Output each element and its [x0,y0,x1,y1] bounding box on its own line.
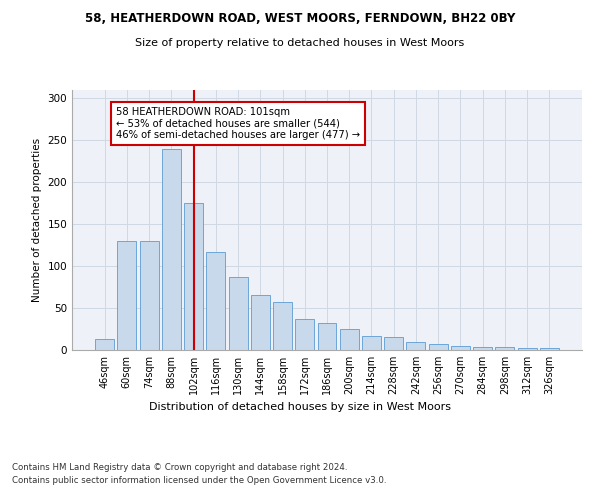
Bar [251,296,270,350]
Bar [229,277,248,350]
Bar [140,241,158,350]
Text: 58 HEATHERDOWN ROAD: 101sqm
← 53% of detached houses are smaller (544)
46% of se: 58 HEATHERDOWN ROAD: 101sqm ← 53% of det… [116,107,360,140]
Text: Distribution of detached houses by size in West Moors: Distribution of detached houses by size … [149,402,451,412]
Bar [540,348,559,350]
Text: Contains HM Land Registry data © Crown copyright and database right 2024.: Contains HM Land Registry data © Crown c… [12,462,347,471]
Bar [384,338,403,350]
Bar [184,203,203,350]
Bar [118,241,136,350]
Bar [429,344,448,350]
Bar [317,323,337,350]
Bar [273,302,292,350]
Bar [451,346,470,350]
Bar [473,346,492,350]
Bar [518,348,536,350]
Bar [406,342,425,350]
Text: Size of property relative to detached houses in West Moors: Size of property relative to detached ho… [136,38,464,48]
Y-axis label: Number of detached properties: Number of detached properties [32,138,42,302]
Bar [362,336,381,350]
Text: Contains public sector information licensed under the Open Government Licence v3: Contains public sector information licen… [12,476,386,485]
Text: 58, HEATHERDOWN ROAD, WEST MOORS, FERNDOWN, BH22 0BY: 58, HEATHERDOWN ROAD, WEST MOORS, FERNDO… [85,12,515,26]
Bar [162,148,181,350]
Bar [95,339,114,350]
Bar [496,348,514,350]
Bar [340,329,359,350]
Bar [206,252,225,350]
Bar [295,319,314,350]
